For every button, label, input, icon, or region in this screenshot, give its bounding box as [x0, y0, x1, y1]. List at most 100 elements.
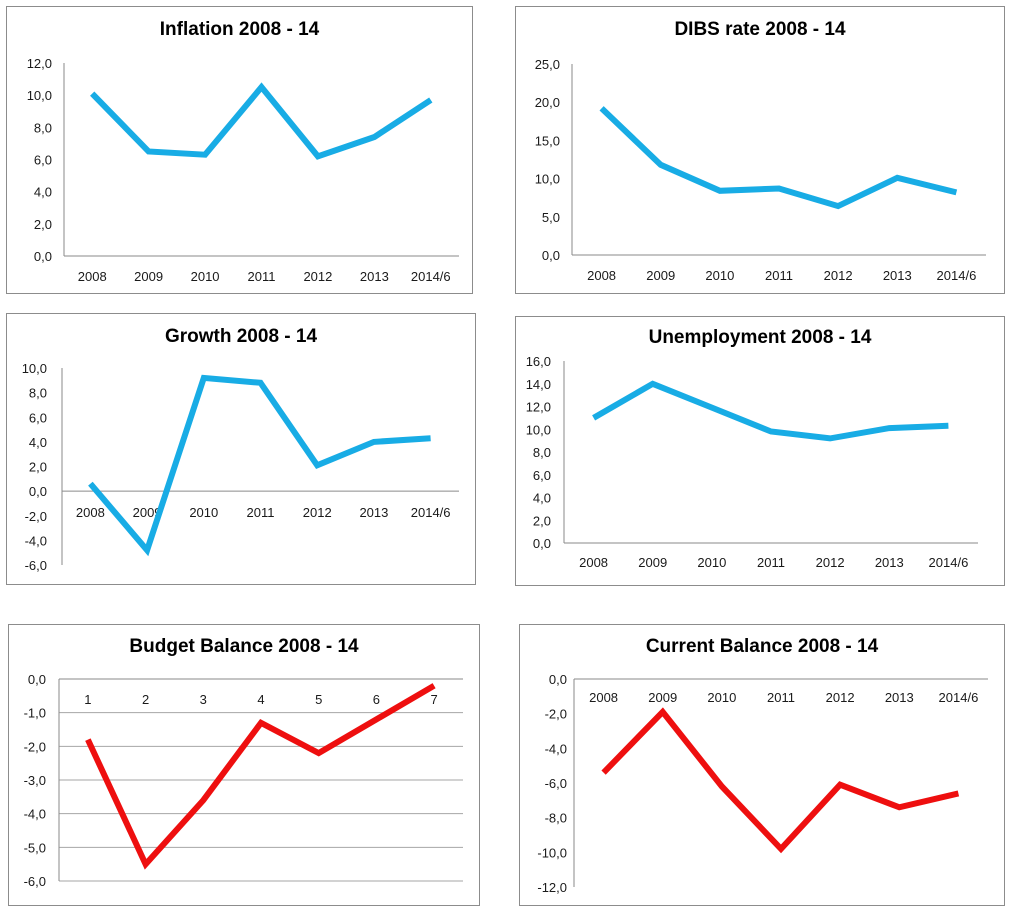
- chart-title: Growth 2008 - 14: [164, 326, 318, 347]
- x-tick-label: 2013: [360, 269, 389, 284]
- x-tick-label: 2013: [883, 268, 912, 283]
- chart-panel-unemployment: Unemployment 2008 - 14 0,0 2,0 4,0 6,0 8,0 10…: [515, 316, 1005, 586]
- growth-chart: -6,0 -4,0 -2,0 0,0 2,0 4,0 6,0 8,0 10,0 2008 2009 2…: [22, 361, 459, 573]
- chart-panel-budget-balance: Budget Balance 2008 - 14 -6,0 -5,0 -4,0 -3,…: [8, 624, 480, 906]
- dibs-rate-chart: 0,0 5,0 10,0 15,0 20,0 25,0 2008 2009 2010 2011 20…: [535, 57, 986, 283]
- y-tick-label: 2,0: [29, 460, 47, 475]
- x-tick-label: 2008: [76, 505, 105, 520]
- x-tick-label: 2008: [589, 690, 618, 705]
- x-tick-label: 1: [84, 692, 91, 707]
- y-tick-label: -4,0: [25, 533, 47, 548]
- series-line: [88, 374, 431, 557]
- x-tick-label: 2011: [767, 690, 795, 705]
- chart-title: Inflation 2008 - 14: [159, 19, 320, 40]
- y-tick-label: -2,0: [24, 739, 46, 754]
- y-tick-label: 0,0: [28, 672, 46, 687]
- y-tick-label: 4,0: [29, 435, 47, 450]
- x-tick-label: 2014/6: [929, 555, 969, 570]
- series-line: [592, 380, 949, 442]
- x-tick-label: 2012: [303, 269, 332, 284]
- x-tick-label: 2010: [191, 269, 220, 284]
- x-tick-label: 2014/6: [411, 269, 451, 284]
- x-tick-label: 5: [315, 692, 322, 707]
- x-tick-label: 2013: [885, 690, 914, 705]
- x-tick-label: 2012: [824, 268, 853, 283]
- y-tick-label: 10,0: [22, 361, 47, 376]
- y-tick-label: 0,0: [29, 484, 47, 499]
- chart-title: Budget Balance 2008 - 14: [129, 636, 359, 657]
- x-tick-label: 2010: [189, 505, 218, 520]
- y-tick-label: -10,0: [537, 845, 567, 860]
- x-tick-label: 2009: [646, 268, 675, 283]
- x-tick-label: 2010: [705, 268, 734, 283]
- y-tick-label: 0,0: [34, 249, 52, 264]
- y-tick-label: -5,0: [24, 840, 46, 855]
- current-balance-chart: -12,0 -10,0 -8,0 -6,0 -4,0 -2,0 0,0 2008 2009 201…: [537, 672, 988, 895]
- x-tick-label: 2010: [697, 555, 726, 570]
- x-tick-label: 2012: [816, 555, 845, 570]
- x-tick-label: 2013: [359, 505, 388, 520]
- y-tick-label: -6,0: [24, 874, 46, 889]
- y-tick-label: 10,0: [535, 172, 560, 187]
- y-tick-label: -6,0: [25, 558, 47, 573]
- y-tick-label: 4,0: [533, 491, 551, 506]
- chart-panel-inflation: Inflation 2008 - 14 0,0 2,0 4,0 6,0 8,0 10,0 1…: [6, 6, 473, 294]
- y-tick-label: 2,0: [533, 513, 551, 528]
- x-tick-label: 2009: [134, 269, 163, 284]
- inflation-chart: 0,0 2,0 4,0 6,0 8,0 10,0 12,0 2008 2009 2010 2011 2…: [27, 56, 459, 284]
- y-tick-label: 20,0: [535, 95, 560, 110]
- y-tick-label: 0,0: [549, 672, 567, 687]
- y-tick-label: 6,0: [533, 468, 551, 483]
- chart-title: Unemployment 2008 - 14: [648, 327, 872, 348]
- y-tick-label: -2,0: [25, 509, 47, 524]
- unemployment-chart: 0,0 2,0 4,0 6,0 8,0 10,0 12,0 14,0 16,0 2008 2009 2…: [526, 354, 978, 570]
- y-tick-label: 5,0: [542, 210, 560, 225]
- y-tick-label: 8,0: [34, 120, 52, 135]
- x-tick-label: 3: [200, 692, 207, 707]
- x-tick-label: 2009: [648, 690, 677, 705]
- chart-title: Current Balance 2008 - 14: [645, 636, 879, 657]
- y-tick-label: 25,0: [535, 57, 560, 72]
- chart-panel-growth: Growth 2008 - 14 -6,0 -4,0 -2,0 0,0 2,0 4,0 6,…: [6, 313, 476, 585]
- y-tick-label: -12,0: [537, 880, 567, 895]
- y-tick-label: -1,0: [24, 706, 46, 721]
- y-tick-label: 12,0: [526, 400, 551, 415]
- y-tick-label: 16,0: [526, 354, 551, 369]
- x-tick-label: 2008: [78, 269, 107, 284]
- chart-panel-dibs-rate: DIBS rate 2008 - 14 0,0 5,0 10,0 15,0 20,0 25…: [515, 6, 1005, 294]
- x-tick-label: 2014/6: [939, 690, 979, 705]
- y-tick-label: 6,0: [29, 410, 47, 425]
- x-tick-label: 6: [373, 692, 380, 707]
- y-tick-label: 2,0: [34, 217, 52, 232]
- series-line: [601, 707, 960, 854]
- y-tick-label: -4,0: [24, 807, 46, 822]
- x-tick-label: 2011: [757, 555, 785, 570]
- y-tick-label: 0,0: [533, 536, 551, 551]
- y-tick-label: -3,0: [24, 773, 46, 788]
- y-tick-label: -4,0: [545, 741, 567, 756]
- chart-title: DIBS rate 2008 - 14: [674, 19, 846, 40]
- y-tick-label: 10,0: [27, 88, 52, 103]
- y-tick-label: 0,0: [542, 248, 560, 263]
- x-tick-label: 2011: [248, 269, 276, 284]
- y-tick-label: 12,0: [27, 56, 52, 71]
- x-tick-label: 2014/6: [411, 505, 451, 520]
- x-tick-label: 2009: [133, 505, 162, 520]
- x-tick-label: 2011: [765, 268, 793, 283]
- x-tick-label: 2014/6: [937, 268, 977, 283]
- x-tick-label: 2013: [875, 555, 904, 570]
- x-tick-label: 2009: [638, 555, 667, 570]
- series-line: [90, 82, 433, 160]
- x-tick-label: 2: [142, 692, 149, 707]
- y-tick-label: 10,0: [526, 422, 551, 437]
- series-line: [599, 106, 958, 210]
- series-line: [85, 683, 436, 870]
- x-tick-label: 2011: [247, 505, 275, 520]
- x-tick-label: 2010: [707, 690, 736, 705]
- x-tick-label: 4: [257, 692, 264, 707]
- y-tick-label: 8,0: [29, 386, 47, 401]
- x-tick-label: 2012: [826, 690, 855, 705]
- x-tick-label: 2008: [587, 268, 616, 283]
- y-tick-label: -2,0: [545, 707, 567, 722]
- y-tick-label: 8,0: [533, 445, 551, 460]
